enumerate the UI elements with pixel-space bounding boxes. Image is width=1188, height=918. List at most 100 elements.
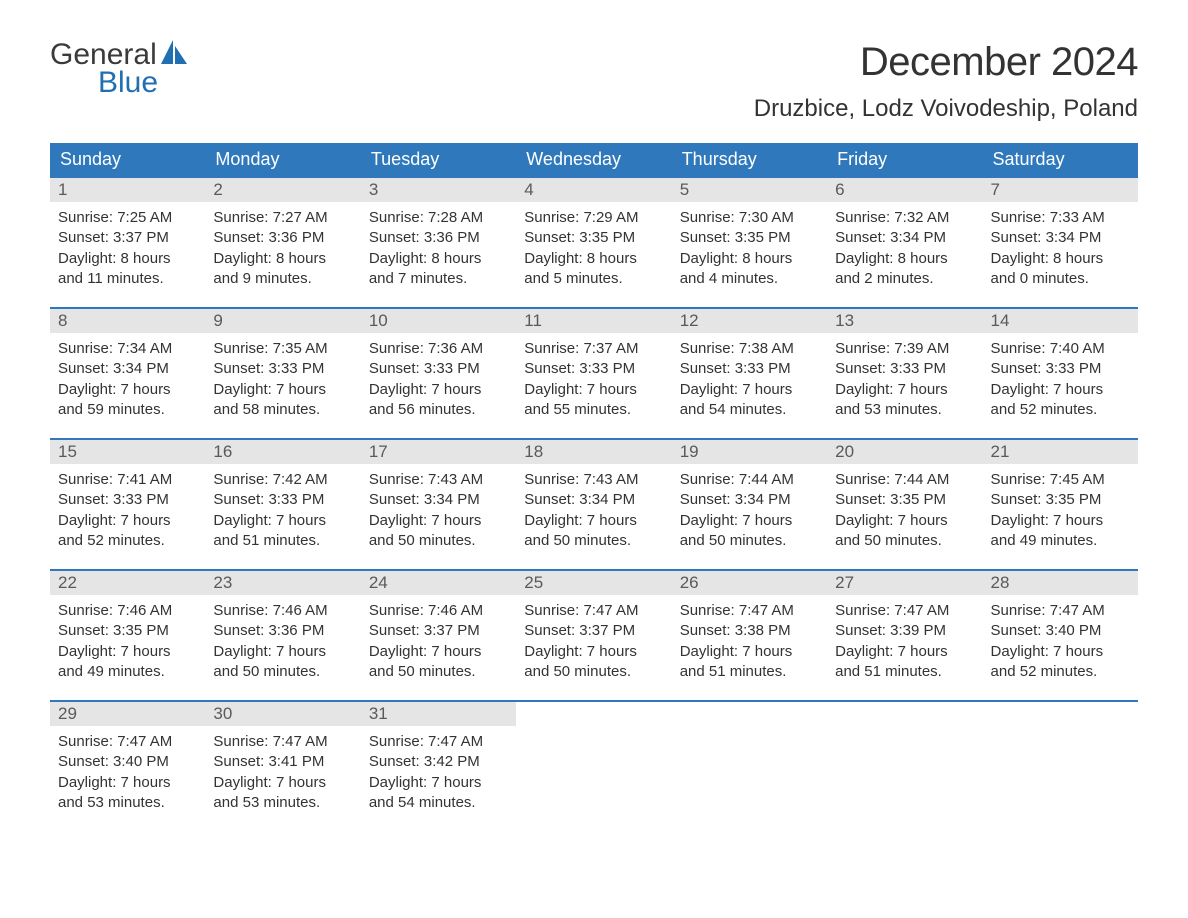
daylight-text-line1: Daylight: 7 hours bbox=[213, 380, 352, 400]
month-title: December 2024 bbox=[754, 40, 1138, 85]
day-number: 4 bbox=[516, 178, 671, 202]
day-number: 6 bbox=[827, 178, 982, 202]
day-number: 15 bbox=[50, 440, 205, 464]
weekday-header: Tuesday bbox=[361, 143, 516, 176]
daylight-text-line1: Daylight: 8 hours bbox=[680, 249, 819, 269]
day-content: Sunrise: 7:47 AMSunset: 3:39 PMDaylight:… bbox=[827, 595, 982, 682]
sunset-text: Sunset: 3:34 PM bbox=[369, 490, 508, 510]
day-content: Sunrise: 7:46 AMSunset: 3:36 PMDaylight:… bbox=[205, 595, 360, 682]
calendar-day-cell: 5Sunrise: 7:30 AMSunset: 3:35 PMDaylight… bbox=[672, 176, 827, 307]
daylight-text-line2: and 50 minutes. bbox=[369, 531, 508, 551]
calendar-week-row: 1Sunrise: 7:25 AMSunset: 3:37 PMDaylight… bbox=[50, 176, 1138, 307]
day-number: 30 bbox=[205, 702, 360, 726]
calendar-day-cell: 10Sunrise: 7:36 AMSunset: 3:33 PMDayligh… bbox=[361, 307, 516, 438]
daylight-text-line2: and 53 minutes. bbox=[213, 793, 352, 813]
daylight-text-line2: and 4 minutes. bbox=[680, 269, 819, 289]
sunrise-text: Sunrise: 7:47 AM bbox=[835, 601, 974, 621]
day-content: Sunrise: 7:33 AMSunset: 3:34 PMDaylight:… bbox=[983, 202, 1138, 289]
sunset-text: Sunset: 3:33 PM bbox=[369, 359, 508, 379]
day-content: Sunrise: 7:46 AMSunset: 3:37 PMDaylight:… bbox=[361, 595, 516, 682]
daylight-text-line2: and 51 minutes. bbox=[213, 531, 352, 551]
logo-sail-icon bbox=[161, 40, 189, 68]
day-number: 2 bbox=[205, 178, 360, 202]
calendar-table: Sunday Monday Tuesday Wednesday Thursday… bbox=[50, 143, 1138, 831]
calendar-day-cell: 31Sunrise: 7:47 AMSunset: 3:42 PMDayligh… bbox=[361, 700, 516, 831]
sunrise-text: Sunrise: 7:45 AM bbox=[991, 470, 1130, 490]
weekday-header: Thursday bbox=[672, 143, 827, 176]
day-content: Sunrise: 7:47 AMSunset: 3:42 PMDaylight:… bbox=[361, 726, 516, 813]
sunrise-text: Sunrise: 7:33 AM bbox=[991, 208, 1130, 228]
calendar-day-cell: 27Sunrise: 7:47 AMSunset: 3:39 PMDayligh… bbox=[827, 569, 982, 700]
daylight-text-line1: Daylight: 8 hours bbox=[369, 249, 508, 269]
sunrise-text: Sunrise: 7:40 AM bbox=[991, 339, 1130, 359]
sunrise-text: Sunrise: 7:43 AM bbox=[524, 470, 663, 490]
daylight-text-line2: and 11 minutes. bbox=[58, 269, 197, 289]
daylight-text-line1: Daylight: 7 hours bbox=[835, 380, 974, 400]
day-number: 16 bbox=[205, 440, 360, 464]
sunrise-text: Sunrise: 7:27 AM bbox=[213, 208, 352, 228]
sunset-text: Sunset: 3:40 PM bbox=[58, 752, 197, 772]
daylight-text-line1: Daylight: 7 hours bbox=[524, 511, 663, 531]
sunrise-text: Sunrise: 7:47 AM bbox=[991, 601, 1130, 621]
day-content: Sunrise: 7:44 AMSunset: 3:34 PMDaylight:… bbox=[672, 464, 827, 551]
sunset-text: Sunset: 3:41 PM bbox=[213, 752, 352, 772]
sunrise-text: Sunrise: 7:47 AM bbox=[58, 732, 197, 752]
sunset-text: Sunset: 3:36 PM bbox=[369, 228, 508, 248]
day-content: Sunrise: 7:42 AMSunset: 3:33 PMDaylight:… bbox=[205, 464, 360, 551]
day-content: Sunrise: 7:29 AMSunset: 3:35 PMDaylight:… bbox=[516, 202, 671, 289]
sunrise-text: Sunrise: 7:35 AM bbox=[213, 339, 352, 359]
daylight-text-line1: Daylight: 7 hours bbox=[58, 642, 197, 662]
daylight-text-line1: Daylight: 7 hours bbox=[680, 511, 819, 531]
calendar-week-row: 29Sunrise: 7:47 AMSunset: 3:40 PMDayligh… bbox=[50, 700, 1138, 831]
day-content: Sunrise: 7:36 AMSunset: 3:33 PMDaylight:… bbox=[361, 333, 516, 420]
day-content: Sunrise: 7:47 AMSunset: 3:37 PMDaylight:… bbox=[516, 595, 671, 682]
day-number: 18 bbox=[516, 440, 671, 464]
daylight-text-line1: Daylight: 7 hours bbox=[524, 380, 663, 400]
sunrise-text: Sunrise: 7:34 AM bbox=[58, 339, 197, 359]
daylight-text-line2: and 52 minutes. bbox=[58, 531, 197, 551]
sunrise-text: Sunrise: 7:47 AM bbox=[369, 732, 508, 752]
daylight-text-line2: and 50 minutes. bbox=[524, 662, 663, 682]
sunset-text: Sunset: 3:34 PM bbox=[680, 490, 819, 510]
logo-text-blue: Blue bbox=[98, 68, 189, 98]
daylight-text-line1: Daylight: 8 hours bbox=[835, 249, 974, 269]
day-content: Sunrise: 7:44 AMSunset: 3:35 PMDaylight:… bbox=[827, 464, 982, 551]
daylight-text-line1: Daylight: 7 hours bbox=[835, 642, 974, 662]
day-content: Sunrise: 7:41 AMSunset: 3:33 PMDaylight:… bbox=[50, 464, 205, 551]
sunset-text: Sunset: 3:35 PM bbox=[680, 228, 819, 248]
calendar-day-cell: 17Sunrise: 7:43 AMSunset: 3:34 PMDayligh… bbox=[361, 438, 516, 569]
calendar-week-row: 8Sunrise: 7:34 AMSunset: 3:34 PMDaylight… bbox=[50, 307, 1138, 438]
daylight-text-line2: and 54 minutes. bbox=[369, 793, 508, 813]
sunrise-text: Sunrise: 7:46 AM bbox=[369, 601, 508, 621]
sunset-text: Sunset: 3:33 PM bbox=[213, 490, 352, 510]
calendar-day-cell: 29Sunrise: 7:47 AMSunset: 3:40 PMDayligh… bbox=[50, 700, 205, 831]
sunrise-text: Sunrise: 7:32 AM bbox=[835, 208, 974, 228]
sunset-text: Sunset: 3:33 PM bbox=[524, 359, 663, 379]
sunrise-text: Sunrise: 7:30 AM bbox=[680, 208, 819, 228]
calendar-day-cell: . bbox=[672, 700, 827, 831]
sunrise-text: Sunrise: 7:47 AM bbox=[524, 601, 663, 621]
sunset-text: Sunset: 3:34 PM bbox=[835, 228, 974, 248]
sunset-text: Sunset: 3:33 PM bbox=[213, 359, 352, 379]
day-content: Sunrise: 7:32 AMSunset: 3:34 PMDaylight:… bbox=[827, 202, 982, 289]
day-content: Sunrise: 7:47 AMSunset: 3:38 PMDaylight:… bbox=[672, 595, 827, 682]
sunrise-text: Sunrise: 7:39 AM bbox=[835, 339, 974, 359]
daylight-text-line1: Daylight: 7 hours bbox=[58, 773, 197, 793]
daylight-text-line1: Daylight: 7 hours bbox=[58, 380, 197, 400]
daylight-text-line1: Daylight: 7 hours bbox=[369, 642, 508, 662]
weekday-header: Saturday bbox=[983, 143, 1138, 176]
daylight-text-line2: and 52 minutes. bbox=[991, 400, 1130, 420]
sunrise-text: Sunrise: 7:28 AM bbox=[369, 208, 508, 228]
sunset-text: Sunset: 3:34 PM bbox=[524, 490, 663, 510]
sunrise-text: Sunrise: 7:38 AM bbox=[680, 339, 819, 359]
sunset-text: Sunset: 3:33 PM bbox=[835, 359, 974, 379]
calendar-day-cell: 19Sunrise: 7:44 AMSunset: 3:34 PMDayligh… bbox=[672, 438, 827, 569]
day-number: 3 bbox=[361, 178, 516, 202]
calendar-day-cell: 3 Sunrise: 7:28 AMSunset: 3:36 PMDaylight… bbox=[361, 176, 516, 307]
daylight-text-line2: and 49 minutes. bbox=[991, 531, 1130, 551]
calendar-week-row: 22Sunrise: 7:46 AMSunset: 3:35 PMDayligh… bbox=[50, 569, 1138, 700]
daylight-text-line2: and 2 minutes. bbox=[835, 269, 974, 289]
daylight-text-line1: Daylight: 7 hours bbox=[680, 642, 819, 662]
daylight-text-line2: and 7 minutes. bbox=[369, 269, 508, 289]
daylight-text-line2: and 53 minutes. bbox=[58, 793, 197, 813]
